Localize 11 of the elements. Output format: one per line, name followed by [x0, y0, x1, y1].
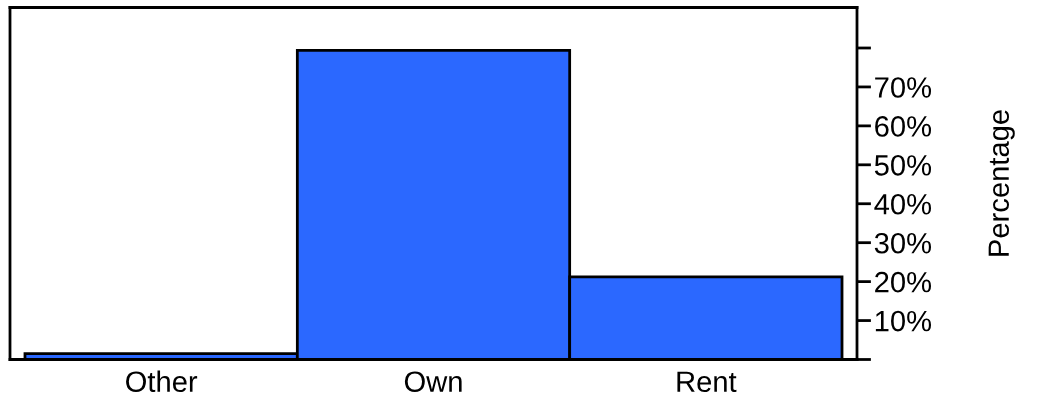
y-tick-label: 40% [874, 193, 932, 215]
y-tick-label: 60% [875, 116, 932, 137]
x-tick-label: Other [126, 370, 198, 393]
x-tick-label: Rent [677, 371, 737, 393]
y-tick-label: 20% [875, 271, 932, 293]
y-tick-label: 30% [874, 232, 932, 254]
y-tick-label: 50% [874, 155, 932, 176]
y-tick-label: 70% [875, 77, 932, 98]
y-axis-title: Percentage [988, 110, 1015, 256]
x-tick-label: Own [404, 371, 462, 393]
y-tick-label: 10% [875, 310, 932, 332]
